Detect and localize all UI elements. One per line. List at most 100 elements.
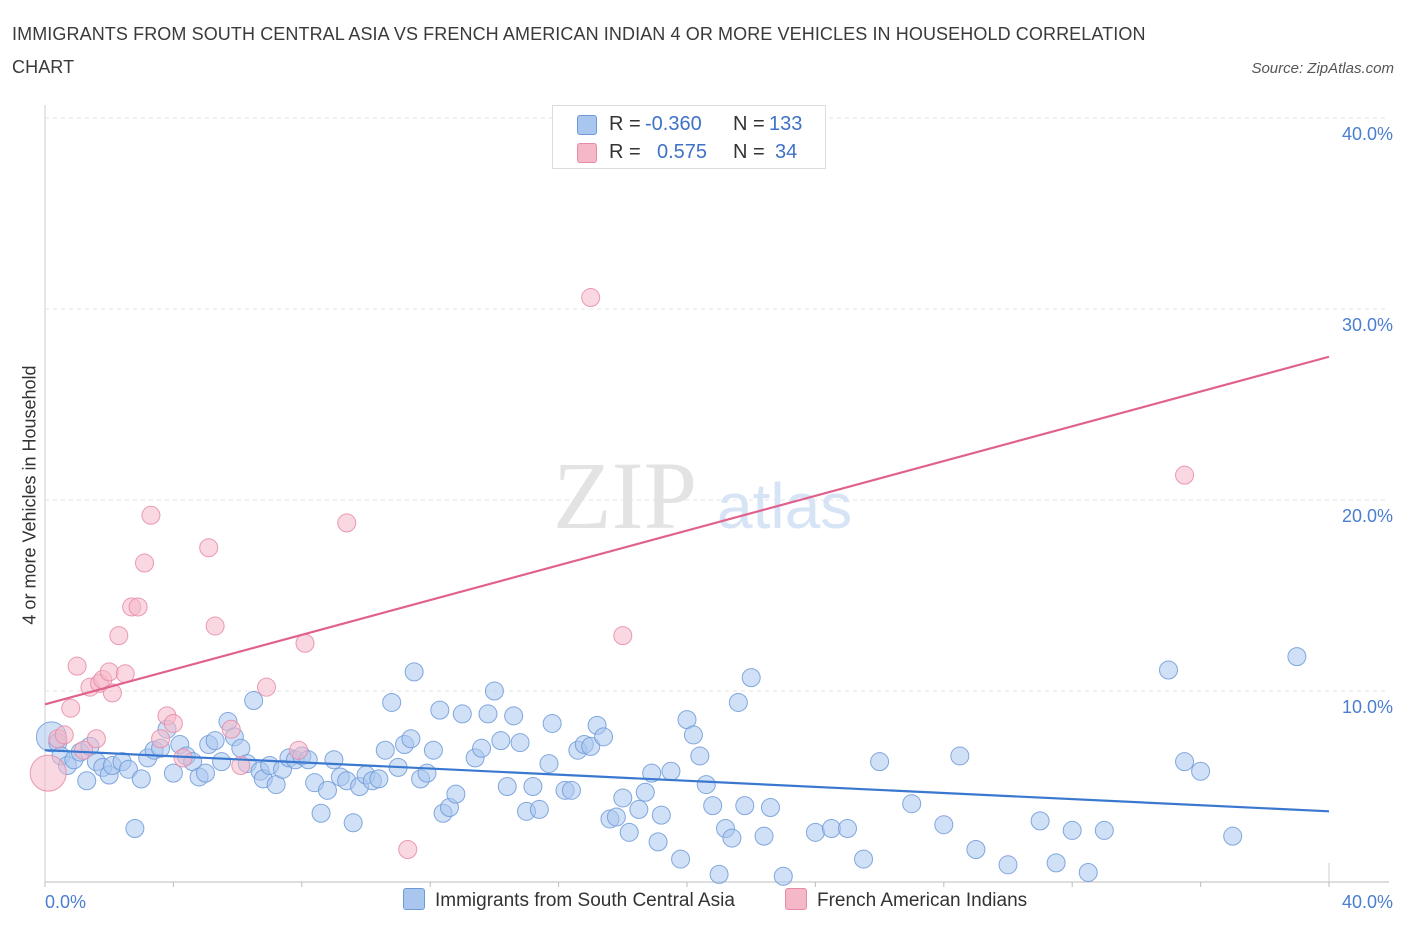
point-french-american-indian bbox=[61, 698, 81, 718]
point-south-central-asia bbox=[635, 782, 655, 802]
point-south-central-asia bbox=[613, 788, 633, 808]
point-south-central-asia bbox=[77, 771, 97, 791]
legend-row-series-1: R = -0.360 N = 133 bbox=[577, 111, 817, 137]
legend-r-value: -0.360 bbox=[645, 113, 702, 135]
point-south-central-asia bbox=[504, 706, 524, 726]
point-south-central-asia bbox=[529, 799, 549, 819]
point-south-central-asia bbox=[404, 662, 424, 682]
bottom-legend-swatch-pink bbox=[785, 888, 807, 910]
point-south-central-asia bbox=[1078, 862, 1098, 882]
legend-r-label: R = bbox=[609, 113, 641, 135]
point-south-central-asia bbox=[497, 777, 517, 796]
grid-lines bbox=[45, 117, 1389, 692]
point-south-central-asia bbox=[629, 799, 649, 819]
point-south-central-asia bbox=[821, 819, 841, 839]
point-south-central-asia bbox=[581, 736, 601, 756]
point-french-american-indian bbox=[295, 633, 315, 653]
point-south-central-asia bbox=[523, 777, 543, 796]
point-south-central-asia bbox=[196, 763, 215, 783]
point-south-central-asia bbox=[648, 832, 668, 852]
source-label: Source: ZipAtlas.com bbox=[1251, 60, 1394, 77]
point-south-central-asia bbox=[1062, 820, 1082, 840]
watermark-atlas: atlas bbox=[717, 470, 852, 542]
point-south-central-asia bbox=[690, 746, 710, 766]
watermark-zip: ZIP bbox=[553, 442, 697, 549]
point-south-central-asia bbox=[735, 796, 755, 816]
point-south-central-asia bbox=[606, 807, 626, 827]
point-french-american-indian bbox=[128, 597, 148, 617]
point-south-central-asia bbox=[966, 840, 986, 860]
point-south-central-asia bbox=[510, 733, 530, 753]
point-south-central-asia bbox=[934, 815, 954, 835]
point-french-american-indian bbox=[256, 677, 276, 697]
point-south-central-asia bbox=[324, 750, 344, 770]
point-south-central-asia bbox=[696, 775, 716, 795]
point-south-central-asia bbox=[423, 740, 443, 760]
point-south-central-asia bbox=[642, 763, 662, 783]
point-south-central-asia bbox=[1223, 826, 1243, 846]
chart-title: IMMIGRANTS FROM SOUTH CENTRAL ASIA VS FR… bbox=[12, 24, 1146, 77]
y-axis-label: 4 or more Vehicles in Household bbox=[19, 365, 40, 625]
legend-row-series-2: R = 0.575 N = 34 bbox=[577, 139, 817, 165]
point-french-american-indian bbox=[67, 656, 87, 676]
point-south-central-asia bbox=[478, 704, 498, 724]
bottom-legend-label: French American Indians bbox=[817, 890, 1028, 911]
legend-n-label: N = bbox=[733, 113, 765, 135]
point-south-central-asia bbox=[417, 763, 437, 783]
point-south-central-asia bbox=[619, 822, 639, 842]
point-south-central-asia bbox=[542, 713, 562, 733]
point-french-american-indian bbox=[135, 553, 155, 573]
point-south-central-asia bbox=[773, 866, 793, 886]
point-south-central-asia bbox=[870, 752, 890, 772]
point-south-central-asia bbox=[741, 668, 761, 688]
legend-swatch-pink bbox=[577, 143, 597, 163]
point-south-central-asia bbox=[805, 822, 825, 842]
trend-line-french-american-indian bbox=[44, 355, 1330, 706]
point-french-american-indian bbox=[613, 626, 633, 646]
point-south-central-asia bbox=[212, 752, 232, 772]
point-south-central-asia bbox=[703, 796, 723, 816]
legend-r-label: R = bbox=[609, 141, 641, 163]
point-french-american-indian bbox=[86, 729, 106, 749]
point-south-central-asia bbox=[472, 738, 492, 758]
point-french-american-indian bbox=[54, 725, 74, 745]
point-french-american-indian bbox=[398, 840, 418, 860]
legend-n-label: N = bbox=[733, 141, 765, 163]
bottom-legend-series-1: Immigrants from South Central Asia bbox=[403, 888, 735, 912]
point-french-american-indian bbox=[1175, 465, 1195, 485]
point-south-central-asia bbox=[902, 794, 922, 814]
point-south-central-asia bbox=[651, 805, 671, 825]
y-tick-label: 40.0% bbox=[1342, 124, 1393, 144]
bottom-legend-series-2: French American Indians bbox=[785, 888, 1027, 912]
x-tick-label: 0.0% bbox=[45, 892, 86, 912]
legend-n-value: 133 bbox=[769, 113, 803, 135]
point-french-american-indian bbox=[29, 754, 67, 792]
point-south-central-asia bbox=[401, 729, 421, 749]
point-south-central-asia bbox=[561, 780, 581, 800]
point-south-central-asia bbox=[446, 784, 466, 804]
point-french-american-indian bbox=[199, 538, 219, 558]
point-south-central-asia bbox=[382, 692, 402, 712]
point-south-central-asia bbox=[131, 769, 151, 789]
point-south-central-asia bbox=[709, 864, 729, 884]
point-south-central-asia bbox=[317, 780, 337, 800]
tick-labels: 10.0% 20.0% 30.0% 40.0% 0.0% 40.0% bbox=[45, 124, 1393, 912]
point-south-central-asia bbox=[163, 763, 183, 783]
point-south-central-asia bbox=[728, 692, 748, 712]
point-south-central-asia bbox=[375, 740, 395, 760]
point-south-central-asia bbox=[118, 759, 138, 779]
point-french-american-indian bbox=[74, 740, 94, 760]
x-tick-label: 40.0% bbox=[1342, 892, 1393, 912]
point-south-central-asia bbox=[1094, 820, 1114, 840]
point-french-american-indian bbox=[99, 662, 119, 682]
point-french-american-indian bbox=[151, 729, 171, 749]
point-south-central-asia bbox=[125, 819, 145, 839]
point-south-central-asia bbox=[343, 813, 363, 833]
point-south-central-asia bbox=[671, 849, 691, 869]
point-south-central-asia bbox=[491, 731, 511, 751]
point-south-central-asia bbox=[683, 725, 703, 745]
correlation-legend: R = -0.360 N = 133 R = 0.575 N = 34 bbox=[552, 105, 826, 169]
point-south-central-asia bbox=[430, 700, 450, 720]
y-tick-label: 30.0% bbox=[1342, 315, 1393, 335]
